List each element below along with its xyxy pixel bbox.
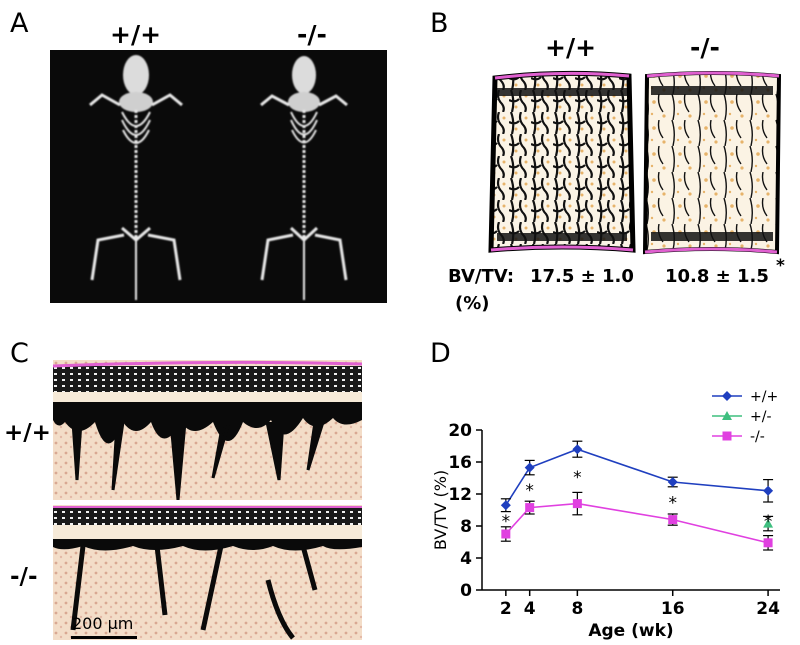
histology-images bbox=[53, 360, 362, 640]
significance-mark: * bbox=[573, 468, 582, 488]
panel-a-label-wt: +/+ bbox=[110, 20, 162, 49]
data-point bbox=[763, 485, 774, 496]
legend-label-2: -/- bbox=[750, 429, 765, 445]
panel-d-letter: D bbox=[430, 338, 451, 369]
y-tick-label: 16 bbox=[448, 453, 472, 473]
data-point bbox=[501, 529, 511, 539]
data-point bbox=[500, 500, 511, 511]
vertebra-images bbox=[488, 70, 782, 255]
significance-mark: * bbox=[502, 512, 511, 532]
panel-a-letter: A bbox=[10, 8, 29, 39]
xray-mouse-ko bbox=[260, 56, 348, 300]
xray-mouse-wt bbox=[89, 55, 183, 300]
panel-b-letter: B bbox=[430, 8, 449, 39]
vertebra-ko bbox=[642, 71, 782, 255]
histology-wt bbox=[53, 360, 362, 501]
significance-mark: * bbox=[525, 481, 534, 501]
series-line-2 bbox=[505, 502, 769, 544]
x-tick-label: 4 bbox=[524, 599, 536, 619]
bvtv-unit: (%) bbox=[455, 293, 490, 314]
panel-a-label-ko: -/- bbox=[297, 20, 327, 49]
panel-c-label-wt: +/+ bbox=[4, 420, 51, 446]
y-axis-label: BV/TV (%) bbox=[431, 470, 450, 550]
data-point bbox=[572, 499, 582, 509]
panel-c-label-ko: -/- bbox=[10, 564, 38, 590]
legend-marker-0 bbox=[722, 391, 732, 401]
x-axis-label: Age (wk) bbox=[588, 621, 673, 641]
panel-b-label-wt: +/+ bbox=[545, 33, 597, 62]
xray-image bbox=[50, 50, 387, 303]
y-tick-label: 0 bbox=[460, 581, 472, 601]
x-tick-label: 2 bbox=[500, 599, 512, 619]
legend-label-0: +/+ bbox=[750, 389, 778, 405]
data-point bbox=[763, 518, 774, 528]
histology-ko bbox=[53, 505, 362, 640]
significance-mark: * bbox=[668, 493, 677, 513]
data-point bbox=[668, 515, 678, 525]
legend-marker-1 bbox=[722, 411, 732, 420]
panel-b-label-ko: -/- bbox=[690, 33, 720, 62]
data-point bbox=[525, 503, 535, 513]
data-point bbox=[763, 538, 773, 548]
scale-bar bbox=[71, 636, 137, 639]
legend-label-1: +/- bbox=[750, 409, 772, 425]
bvtv-value-ko: 10.8 ± 1.5 bbox=[665, 266, 769, 287]
data-point bbox=[572, 444, 583, 455]
significance-mark: * bbox=[764, 512, 773, 532]
bvtv-label: BV/TV: bbox=[448, 266, 515, 287]
series-line-0 bbox=[505, 448, 769, 506]
data-point bbox=[667, 477, 678, 487]
x-tick-label: 8 bbox=[571, 599, 583, 619]
legend-marker-2 bbox=[722, 431, 732, 441]
y-tick-label: 8 bbox=[460, 517, 472, 537]
x-tick-label: 24 bbox=[756, 599, 780, 619]
y-tick-label: 4 bbox=[460, 549, 472, 569]
scale-bar-label: 200 µm bbox=[72, 614, 134, 633]
x-tick-label: 16 bbox=[661, 599, 685, 619]
vertebra-wt bbox=[488, 70, 636, 253]
bvtv-value-wt: 17.5 ± 1.0 bbox=[530, 266, 634, 287]
bvtv-sig-mark: * bbox=[776, 256, 785, 276]
y-tick-label: 20 bbox=[448, 421, 472, 441]
panel-c-letter: C bbox=[10, 338, 29, 369]
data-point bbox=[524, 462, 535, 473]
y-tick-label: 12 bbox=[448, 485, 472, 505]
